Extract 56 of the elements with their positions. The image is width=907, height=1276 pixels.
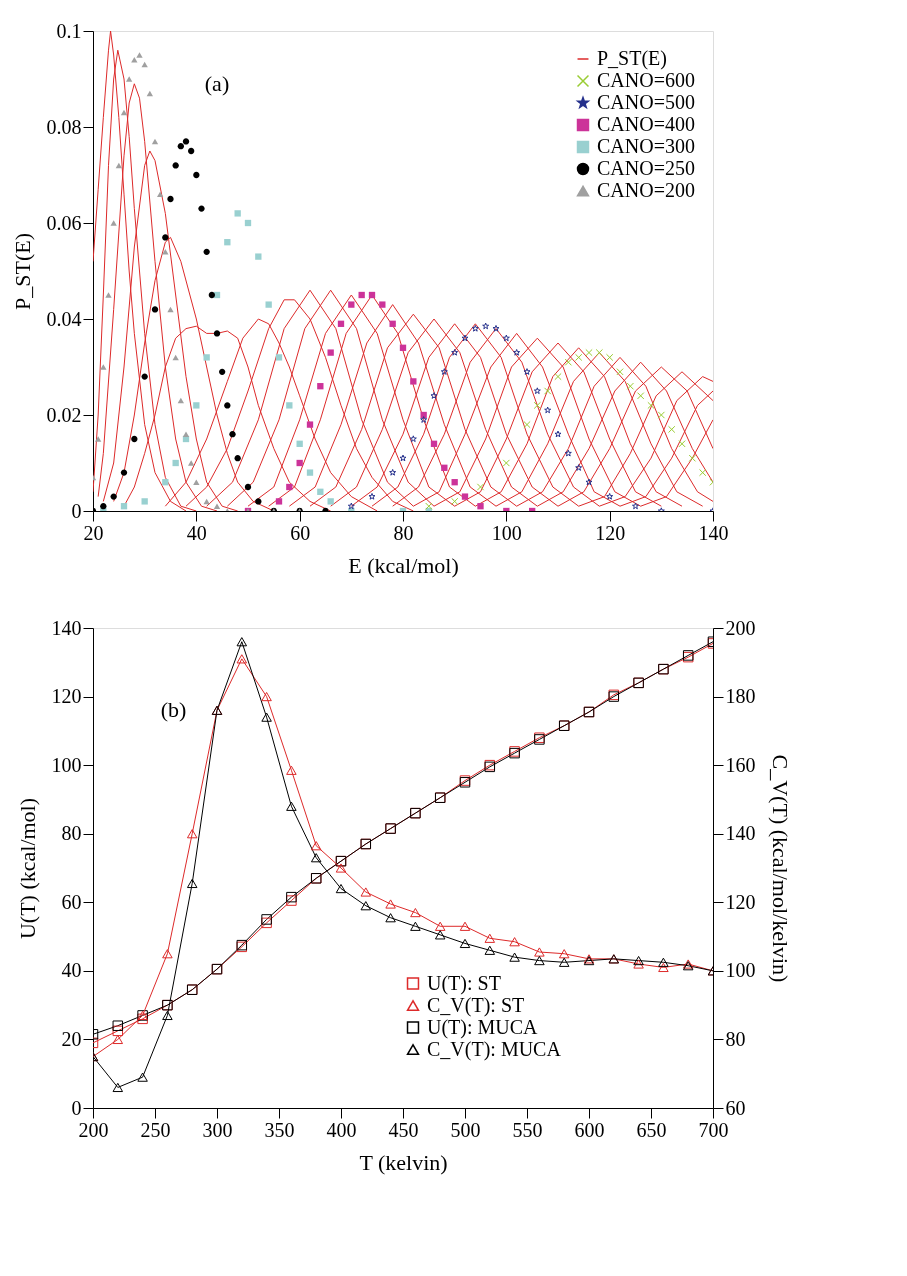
y-tick-label: 100 (51, 753, 82, 776)
y2-tick-label: 140 (725, 822, 756, 845)
y-tick-label: 20 (61, 1027, 82, 1050)
y-axis-title: P_ST(E) (9, 233, 35, 310)
y-tick-label: 140 (51, 616, 82, 639)
legend-label: CANO=500 (597, 91, 695, 113)
annotation: (a) (204, 70, 230, 96)
y-tick-label: 0.08 (46, 115, 82, 138)
x-axis-title: E (kcal/mol) (348, 552, 459, 578)
x-tick-label: 80 (393, 521, 414, 544)
y-axis-title: U(T) (kcal/mol) (14, 797, 40, 940)
y-tick-label: 0.02 (46, 403, 82, 426)
y-tick-label: 80 (61, 822, 82, 845)
legend-label: CANO=250 (597, 157, 695, 179)
y2-tick-label: 200 (725, 616, 756, 639)
x-tick-label: 400 (326, 1118, 357, 1141)
x-tick-label: 600 (574, 1118, 605, 1141)
y-tick-label: 0.1 (56, 19, 82, 42)
x-axis-title: T (kelvin) (359, 1149, 448, 1175)
x-tick-label: 120 (595, 521, 626, 544)
y2-tick-label: 160 (725, 753, 756, 776)
x-tick-label: 40 (186, 521, 207, 544)
y-tick-label: 0.06 (46, 211, 82, 234)
legend-label: P_ST(E) (597, 47, 667, 70)
legend-label: CANO=400 (597, 113, 695, 135)
x-tick-label: 60 (290, 521, 311, 544)
x-tick-label: 200 (78, 1118, 109, 1141)
y2-tick-label: 100 (725, 959, 756, 982)
y-tick-label: 0 (71, 1096, 82, 1119)
legend-label: U(T): ST (427, 971, 501, 995)
y-tick-label: 60 (61, 890, 82, 913)
legend-label: C_V(T): ST (427, 993, 525, 1017)
y-tick-label: 0 (71, 499, 82, 522)
annotation: (b) (160, 696, 187, 722)
x-tick-label: 650 (636, 1118, 667, 1141)
y-tick-label: 120 (51, 685, 82, 708)
legend-label: C_V(T): MUCA (427, 1037, 562, 1061)
x-tick-label: 450 (388, 1118, 419, 1141)
x-tick-label: 700 (698, 1118, 729, 1141)
y2-axis-title: C_V(T) (kcal/mol/kelvin) (767, 754, 793, 983)
x-tick-label: 250 (140, 1118, 171, 1141)
legend-label: CANO=300 (597, 135, 695, 157)
x-tick-label: 350 (264, 1118, 295, 1141)
y2-tick-label: 120 (725, 890, 756, 913)
y2-tick-label: 80 (725, 1027, 746, 1050)
x-tick-label: 100 (491, 521, 522, 544)
y-tick-label: 40 (61, 959, 82, 982)
y-tick-label: 0.04 (46, 307, 82, 330)
x-tick-label: 550 (512, 1118, 543, 1141)
legend-label: CANO=600 (597, 69, 695, 91)
x-tick-label: 140 (698, 521, 729, 544)
y2-tick-label: 60 (725, 1096, 746, 1119)
legend-label: CANO=200 (597, 179, 695, 201)
y2-tick-label: 180 (725, 685, 756, 708)
x-tick-label: 300 (202, 1118, 233, 1141)
x-tick-label: 500 (450, 1118, 481, 1141)
